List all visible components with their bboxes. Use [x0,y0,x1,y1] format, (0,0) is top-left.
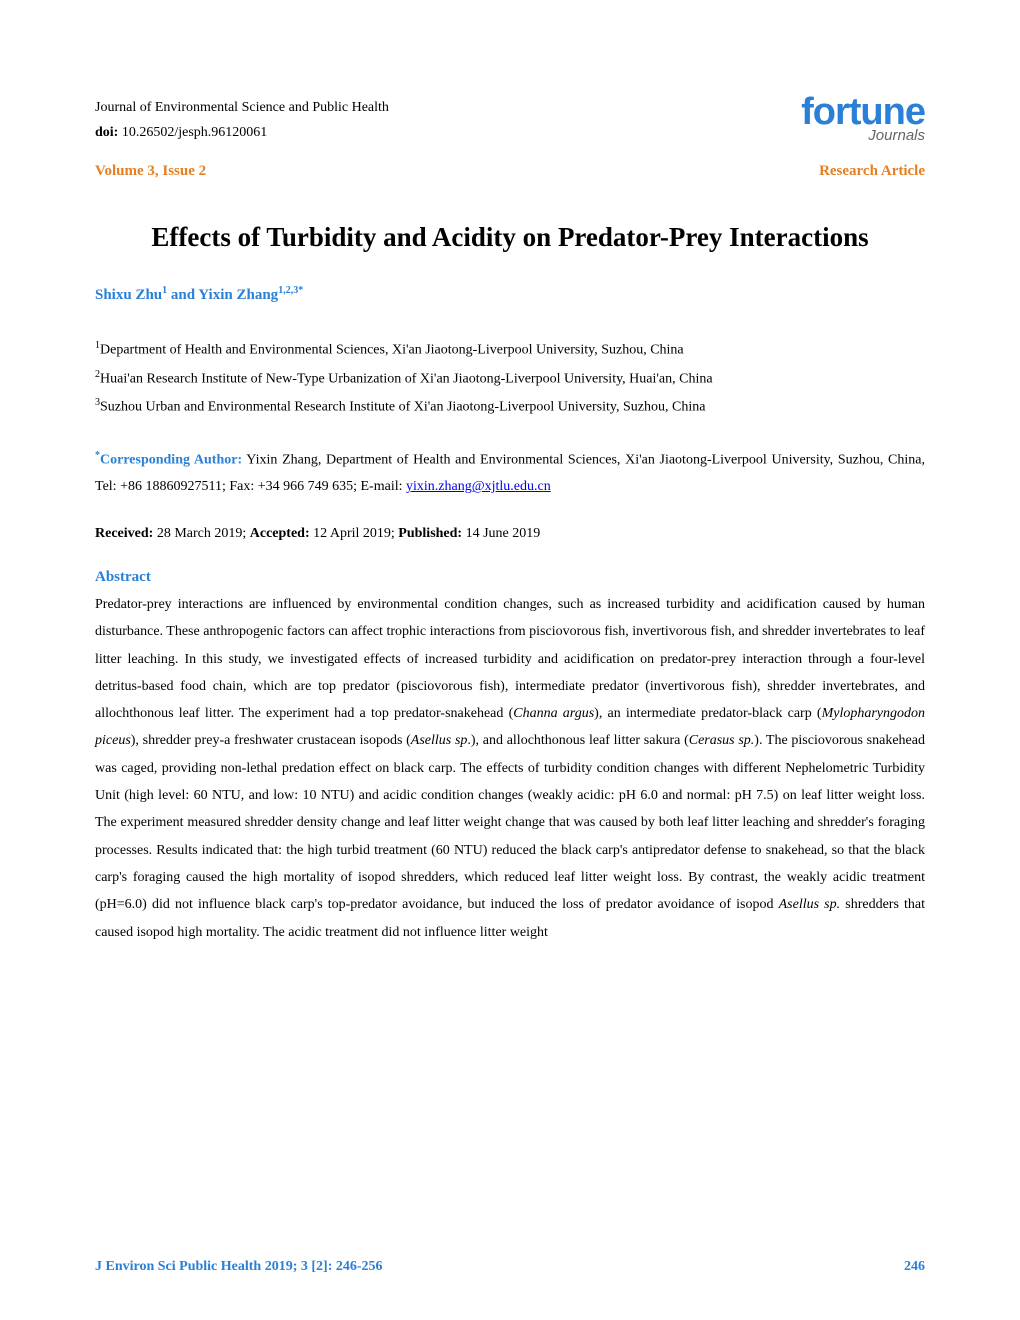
author-2-sup: 1,2,3* [278,285,303,296]
publisher-logo: fortune Journals [801,95,925,144]
affiliation-1: 1Department of Health and Environmental … [95,336,925,364]
species-5: Asellus sp. [779,897,841,912]
corresponding-email[interactable]: yixin.zhang@xjtlu.edu.cn [406,479,551,494]
received-date: 28 March 2019; [153,526,249,541]
published-date: 14 June 2019 [462,526,540,541]
volume-issue: Volume 3, Issue 2 [95,163,206,180]
page-footer: J Environ Sci Public Health 2019; 3 [2]:… [95,1259,925,1275]
footer-page-number: 246 [904,1259,925,1275]
abstract-body: Predator-prey interactions are influence… [95,591,925,946]
logo-main-text: fortune [801,95,925,129]
header-row: Journal of Environmental Science and Pub… [95,95,925,145]
author-and: and [167,287,198,303]
accepted-date: 12 April 2019; [310,526,399,541]
doi-label: doi: [95,125,118,140]
article-type: Research Article [819,163,925,180]
authors-line: Shixu Zhu1 and Yixin Zhang1,2,3* [95,285,925,304]
species-4: Cerasus sp. [689,733,755,748]
dates-line: Received: 28 March 2019; Accepted: 12 Ap… [95,526,925,542]
author-2: Yixin Zhang [198,287,278,303]
journal-name: Journal of Environmental Science and Pub… [95,95,389,120]
author-1: Shixu Zhu [95,287,162,303]
published-label: Published: [398,526,462,541]
corresponding-author: *Corresponding Author: Yixin Zhang, Depa… [95,446,925,501]
species-3: Asellus sp [411,733,468,748]
article-title: Effects of Turbidity and Acidity on Pred… [95,222,925,253]
accepted-label: Accepted: [250,526,310,541]
abstract-heading: Abstract [95,569,925,586]
doi-line: doi: 10.26502/jesph.96120061 [95,120,389,145]
doi-value: 10.26502/jesph.96120061 [122,125,267,140]
volume-row: Volume 3, Issue 2 Research Article [95,163,925,180]
footer-citation: J Environ Sci Public Health 2019; 3 [2]:… [95,1259,383,1275]
affiliations: 1Department of Health and Environmental … [95,336,925,421]
header-left: Journal of Environmental Science and Pub… [95,95,389,145]
affiliation-2: 2Huai'an Research Institute of New-Type … [95,365,925,393]
received-label: Received: [95,526,153,541]
corresponding-label: Corresponding Author: [100,453,242,468]
species-1: Channa argus [513,706,594,721]
affiliation-3: 3Suzhou Urban and Environmental Research… [95,393,925,421]
